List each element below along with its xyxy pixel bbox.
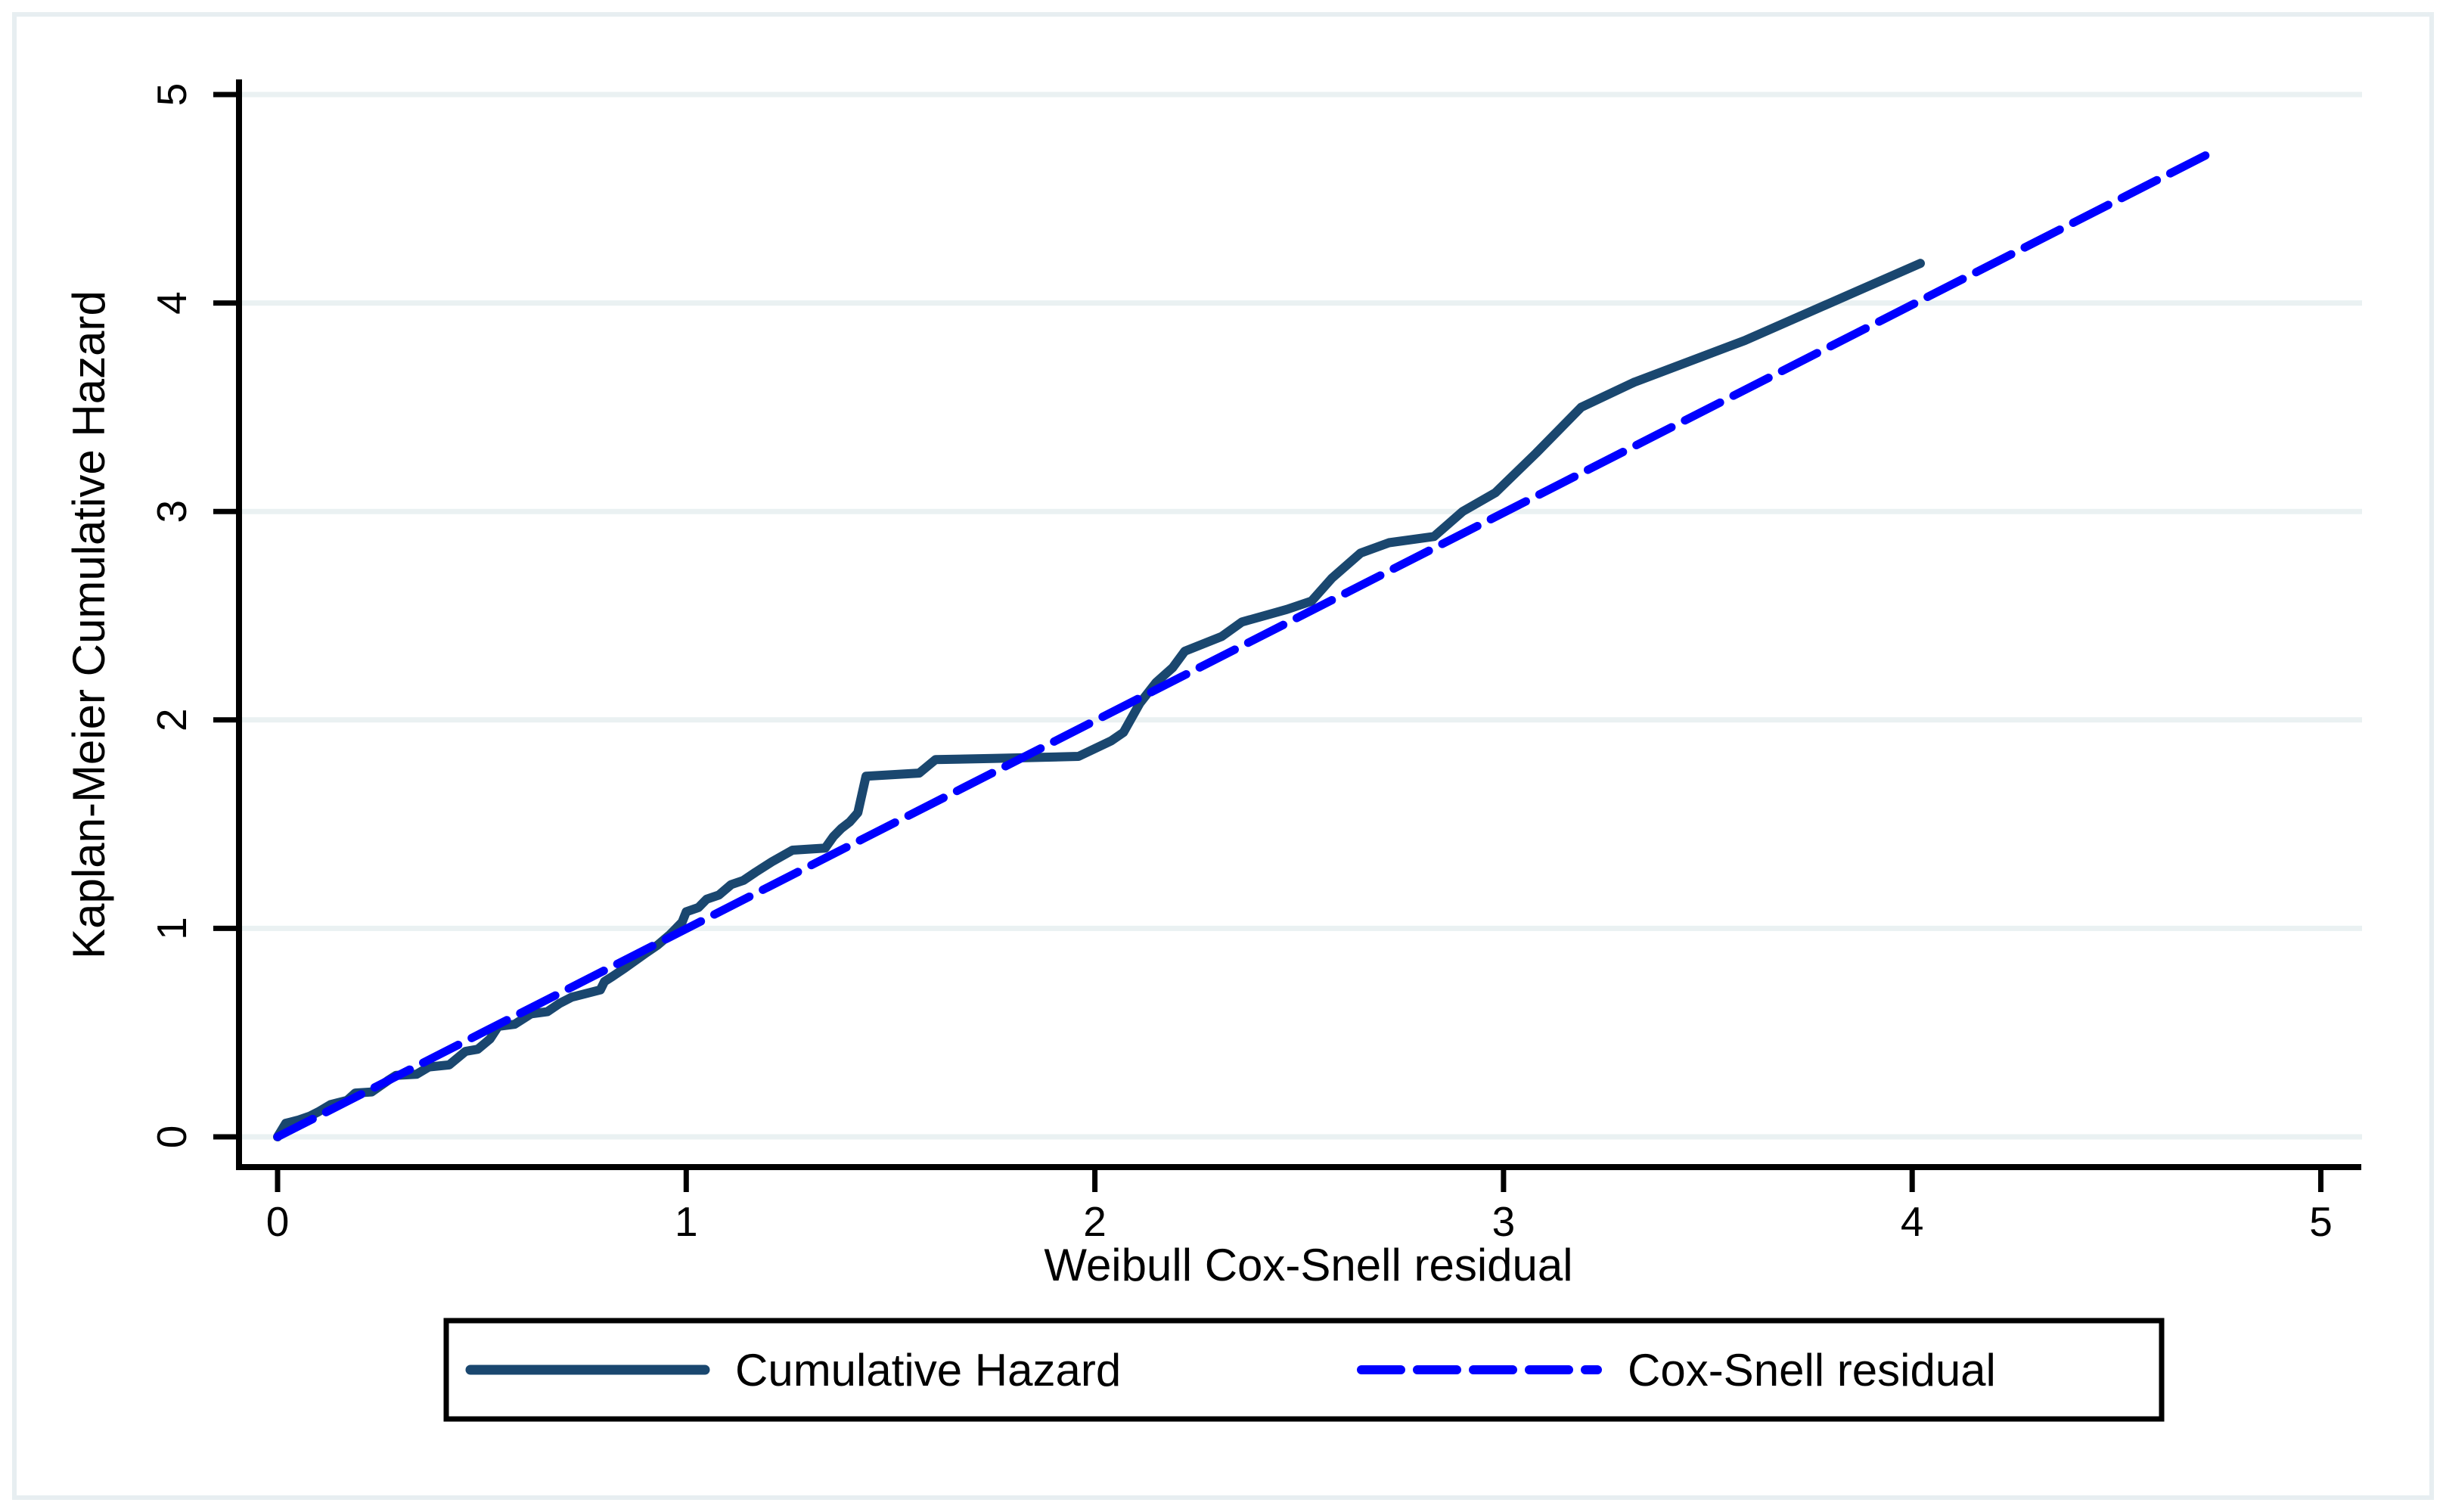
y-axis-title: Kaplan-Meier Cumulative Hazard [64, 290, 114, 959]
y-tick-label-2: 2 [148, 709, 195, 732]
x-axis-title: Weibull Cox-Snell residual [1044, 1240, 1572, 1290]
legend: Cumulative Hazard Cox-Snell residual [443, 1318, 2165, 1422]
series-group [273, 146, 2219, 1141]
legend-label-cox-snell: Cox-Snell residual [1628, 1345, 1996, 1396]
x-tick-label-0: 0 [266, 1198, 290, 1245]
x-axis: 0 1 2 3 4 5 Weibull Cox-Snell residual [239, 1164, 2361, 1290]
y-tick-label-0: 0 [148, 1125, 195, 1149]
legend-box [443, 1318, 2165, 1422]
y-tick-label-4: 4 [148, 291, 195, 315]
x-tick-marks: 0 1 2 3 4 5 [266, 1169, 2333, 1245]
x-tick-label-4: 4 [1901, 1198, 1924, 1245]
y-tick-label-5: 5 [148, 83, 195, 107]
x-tick-label-5: 5 [2309, 1198, 2333, 1245]
gridlines [239, 92, 2362, 1140]
x-tick-label-1: 1 [675, 1198, 698, 1245]
cumulative-hazard-line [273, 259, 1925, 1141]
legend-label-cumulative-hazard: Cumulative Hazard [735, 1345, 1121, 1396]
figure-border [12, 12, 2434, 1500]
x-tick-label-2: 2 [1083, 1198, 1107, 1245]
y-axis: 0 1 2 3 4 5 Kaplan-Meier Cumulative Hazard [64, 79, 242, 1170]
cox-snell-reference-line [273, 146, 2219, 1141]
y-tick-marks: 0 1 2 3 4 5 [148, 83, 237, 1149]
y-tick-label-3: 3 [148, 500, 195, 523]
x-tick-label-3: 3 [1492, 1198, 1516, 1245]
y-tick-label-1: 1 [148, 917, 195, 940]
